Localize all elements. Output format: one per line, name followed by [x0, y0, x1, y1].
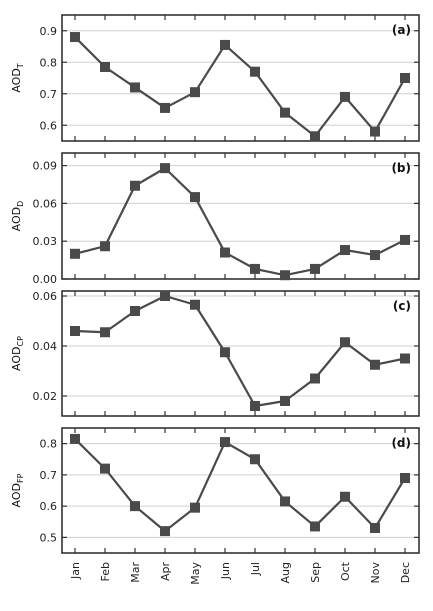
y-tick-label: 0.04 — [33, 340, 58, 353]
data-point — [370, 523, 380, 533]
panel-4: 0.5 0.6 0.7 0.8 (d) AODFP Jan Feb Mar Apr May Jun Ju… — [10, 427, 420, 585]
data-point — [70, 433, 80, 444]
y-tick-label: 0.6 — [40, 500, 58, 513]
data-point — [220, 39, 230, 50]
data-point — [70, 326, 80, 336]
data-point — [70, 248, 80, 259]
y-tick-label: 0.06 — [33, 290, 58, 303]
data-point — [100, 241, 110, 252]
panel-1: 0.6 0.7 0.8 0.9 (a) AODT — [10, 14, 420, 142]
data-point — [280, 396, 290, 406]
panel-2: 0.00 0.03 0.06 0.09 (b) AODD — [10, 152, 420, 286]
data-point — [310, 373, 320, 384]
y-axis-label: AODCP — [10, 336, 25, 371]
panel-tag: (d) — [391, 436, 411, 450]
x-tick-label: May — [189, 562, 202, 585]
y-tick-label: 0.00 — [33, 273, 58, 286]
data-point — [130, 82, 140, 93]
data-point — [400, 473, 410, 483]
data-point — [190, 299, 200, 310]
data-point — [160, 526, 170, 537]
y-axis-label: AODFP — [10, 473, 25, 507]
y-tick-label: 0.03 — [33, 235, 58, 248]
series-line — [74, 438, 406, 533]
y-tick-label: 0.06 — [33, 197, 58, 210]
data-point — [310, 131, 320, 142]
data-point — [100, 61, 110, 72]
x-tick-label: Oct — [339, 561, 352, 581]
data-point — [310, 263, 320, 274]
y-tick-label: 0.6 — [40, 119, 58, 132]
x-tick-label: Jan — [69, 562, 82, 580]
data-point — [70, 32, 80, 43]
data-point — [400, 73, 410, 83]
y-tick-label: 0.5 — [40, 531, 58, 544]
x-tick-label: Jun — [219, 562, 232, 580]
x-tick-label: Sep — [309, 562, 322, 583]
data-point — [250, 66, 260, 77]
x-tick-label: Aug — [279, 562, 292, 583]
data-point — [310, 521, 320, 532]
panel-frame — [61, 152, 420, 280]
data-point — [250, 454, 260, 465]
data-point — [220, 437, 230, 448]
x-tick-label: Dec — [399, 562, 412, 583]
data-point — [340, 91, 350, 102]
y-axis-label: AODT — [10, 63, 25, 92]
data-point — [100, 327, 110, 338]
series-line — [74, 294, 406, 408]
panel-frame — [61, 290, 420, 417]
data-point — [340, 491, 350, 502]
panel-frame — [61, 427, 420, 554]
data-point — [160, 163, 170, 174]
data-point — [130, 501, 140, 512]
panel-tag: (b) — [391, 161, 411, 175]
data-point — [400, 234, 410, 245]
data-point — [340, 337, 350, 348]
y-axis-label: AODD — [10, 201, 25, 232]
data-point — [250, 263, 260, 274]
y-tick-label: 0.02 — [33, 390, 58, 403]
data-point — [250, 401, 260, 411]
series-line — [74, 167, 406, 277]
x-tick-label: Apr — [159, 562, 172, 582]
data-point — [280, 107, 290, 118]
data-point — [400, 353, 410, 364]
panel-tag: (a) — [392, 23, 411, 37]
x-tick-label: Mar — [129, 562, 142, 583]
data-point — [130, 180, 140, 191]
y-tick-label: 0.9 — [40, 25, 58, 38]
x-tick-label: Nov — [369, 562, 382, 584]
x-tick-label: Jul — [249, 562, 262, 576]
data-point — [100, 463, 110, 474]
data-point — [190, 87, 200, 98]
panel-tag: (c) — [393, 299, 411, 313]
y-tick-label: 0.7 — [40, 88, 58, 101]
x-tick-label: Feb — [99, 562, 112, 581]
data-point — [370, 250, 380, 261]
panel-frame — [61, 14, 420, 142]
y-tick-label: 0.8 — [40, 56, 58, 69]
y-tick-label: 0.8 — [40, 438, 58, 451]
y-tick-label: 0.09 — [33, 160, 58, 173]
data-point — [340, 245, 350, 256]
data-point — [130, 306, 140, 316]
data-point — [160, 102, 170, 113]
y-tick-label: 0.7 — [40, 469, 58, 482]
data-point — [280, 496, 290, 507]
data-point — [220, 347, 230, 358]
data-point — [190, 192, 200, 203]
panel-3: 0.02 0.04 0.06 (c) AODCP — [10, 290, 420, 417]
series-line — [74, 36, 406, 138]
data-point — [190, 502, 200, 513]
data-point — [370, 126, 380, 137]
data-point — [370, 359, 380, 370]
data-point — [160, 291, 170, 301]
data-point — [220, 247, 230, 258]
data-point — [280, 270, 290, 281]
